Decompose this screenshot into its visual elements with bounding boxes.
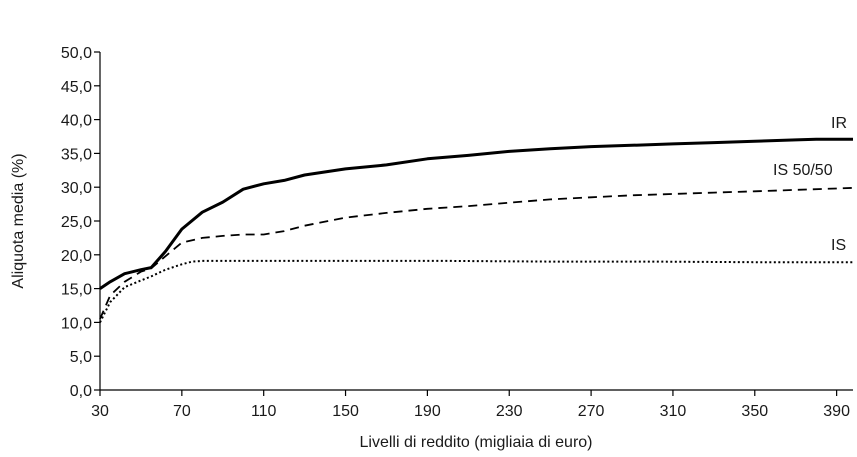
y-ticks: 0,0 5,0 10,0 15,0 20,0 25,0 30,0 35,0 40,0 45,0 50…	[61, 45, 100, 400]
axes	[99, 52, 853, 391]
y-tick-label: 25,0	[61, 214, 92, 231]
series-labels: IR IS 50/50 IS	[773, 115, 847, 254]
x-tick-label: 190	[414, 403, 441, 420]
x-tick-label: 390	[823, 403, 850, 420]
series-line-is	[99, 259, 853, 323]
series-line-ir	[99, 137, 853, 290]
y-tick-label: 35,0	[61, 146, 92, 163]
y-tick-label: 20,0	[61, 248, 92, 265]
x-tick-label: 350	[741, 403, 768, 420]
y-tick-label: 50,0	[61, 45, 92, 62]
y-tick-label: 5,0	[70, 349, 92, 366]
x-tick-label: 150	[332, 403, 359, 420]
series-label: IS	[831, 237, 846, 254]
x-axis-title: Livelli di reddito (migliaia di euro)	[360, 434, 593, 451]
x-tick-label: 270	[578, 403, 605, 420]
y-tick-label: 15,0	[61, 282, 92, 299]
y-tick-label: 0,0	[70, 383, 92, 400]
series-label: IS 50/50	[773, 162, 833, 179]
x-tick-label: 30	[91, 403, 109, 420]
y-tick-label: 10,0	[61, 315, 92, 332]
x-tick-label: 70	[173, 403, 191, 420]
x-tick-label: 310	[660, 403, 687, 420]
series-label: IR	[831, 115, 847, 132]
x-tick-label: 230	[496, 403, 523, 420]
x-ticks: 30 70 110 150 190 230 270 310 350 390	[91, 390, 850, 420]
series-lines	[99, 137, 854, 323]
y-axis-title: Aliquota media (%)	[10, 153, 27, 288]
y-tick-label: 40,0	[61, 113, 92, 130]
x-tick-label: 110	[251, 403, 277, 420]
y-tick-label: 30,0	[61, 180, 92, 197]
series-line-is-50-50	[99, 187, 854, 320]
y-tick-label: 45,0	[61, 79, 92, 96]
